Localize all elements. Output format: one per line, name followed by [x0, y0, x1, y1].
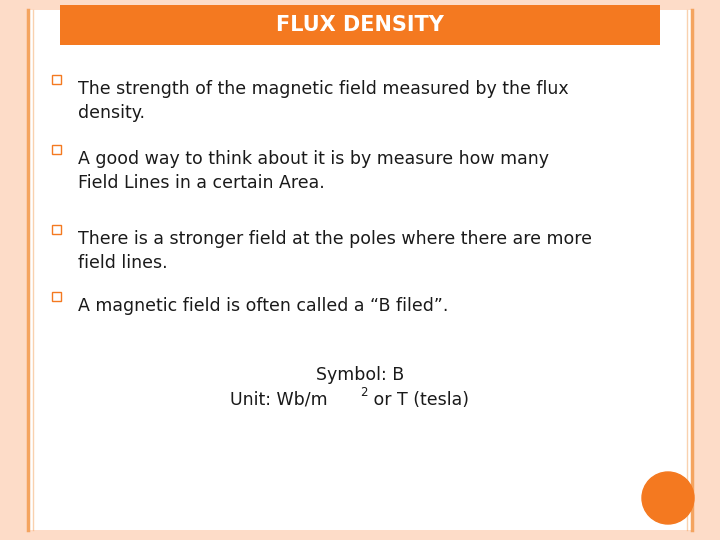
FancyBboxPatch shape [60, 5, 660, 45]
Text: or T (tesla): or T (tesla) [368, 391, 469, 409]
Text: FLUX DENSITY: FLUX DENSITY [276, 15, 444, 35]
Circle shape [642, 472, 694, 524]
Text: 2: 2 [360, 387, 367, 400]
Text: There is a stronger field at the poles where there are more
field lines.: There is a stronger field at the poles w… [78, 230, 592, 272]
Text: Unit: Wb/m: Unit: Wb/m [230, 391, 328, 409]
FancyBboxPatch shape [28, 10, 692, 530]
FancyBboxPatch shape [0, 0, 28, 540]
FancyBboxPatch shape [692, 0, 720, 540]
FancyBboxPatch shape [52, 292, 61, 301]
FancyBboxPatch shape [52, 145, 61, 154]
Text: The strength of the magnetic field measured by the flux
density.: The strength of the magnetic field measu… [78, 80, 569, 122]
FancyBboxPatch shape [52, 75, 61, 84]
Text: A good way to think about it is by measure how many
Field Lines in a certain Are: A good way to think about it is by measu… [78, 150, 549, 192]
Text: Symbol: B: Symbol: B [316, 366, 404, 384]
Text: A magnetic field is often called a “B filed”.: A magnetic field is often called a “B fi… [78, 297, 449, 315]
FancyBboxPatch shape [52, 225, 61, 234]
